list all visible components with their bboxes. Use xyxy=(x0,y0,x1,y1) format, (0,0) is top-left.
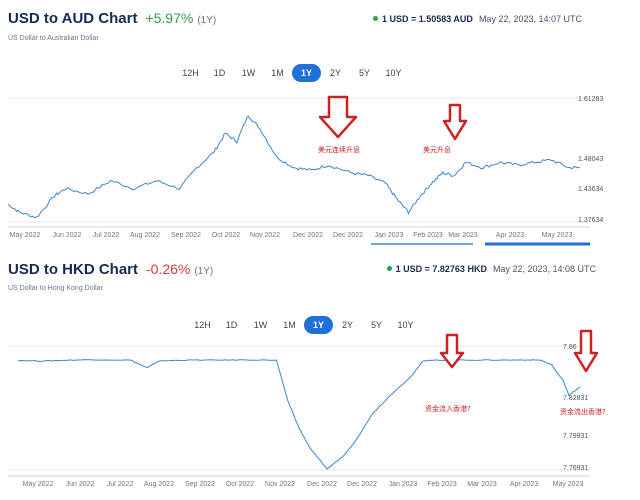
x-axis-labels: May 2022 Jun 2022 Jul 2022 Aug 2022 Sep 2022… xyxy=(10,232,573,239)
change-percent: +5.97% xyxy=(145,10,194,26)
x-tick-label: Oct 2022 xyxy=(212,232,241,239)
annotation-note-2: 美元升息 xyxy=(423,145,451,154)
y-tick-label: 7.86 xyxy=(563,344,577,351)
x-tick-label: Sep 2022 xyxy=(185,481,215,488)
down-arrow-icon xyxy=(573,329,599,373)
x-tick-label: May 2022 xyxy=(23,481,54,488)
x-tick-label: Mar 2023 xyxy=(467,481,497,488)
down-arrow-icon xyxy=(442,103,468,141)
usd-aud-chart: 1.61283 1.48043 1.43634 1.37634 May 2022 Jun… xyxy=(7,95,603,246)
current-rate: 1 USD = 7.82763 HKD May 22, 2023, 14:08 U… xyxy=(386,264,596,274)
annotation-note-2: 资金流出香港? xyxy=(560,407,606,416)
x-tick-label: Aug 2022 xyxy=(130,232,160,239)
x-tick-label: Jun 2022 xyxy=(66,481,95,488)
tab-1w[interactable]: 1W xyxy=(253,320,268,330)
tab-5y[interactable]: 5Y xyxy=(370,320,382,330)
change-percent: -0.26% xyxy=(146,261,191,277)
x-tick-label: Aug 2022 xyxy=(144,481,174,488)
y-axis-labels: 7.86 7.82831 7.79931 7.76931 xyxy=(563,344,588,472)
tab-12h[interactable]: 12H xyxy=(194,320,211,330)
annotation-note-1: 资金流入香港? xyxy=(425,404,471,413)
chart-title: USD to AUD Chart xyxy=(8,10,138,27)
x-tick-label: Dec 2022 xyxy=(307,481,337,488)
y-tick-label: 1.48043 xyxy=(578,156,603,163)
rate-timestamp: May 22, 2023, 14:07 UTC xyxy=(478,14,582,24)
series-line-usd-aud xyxy=(7,115,580,219)
y-tick-label: 7.82831 xyxy=(563,395,588,402)
tab-10y[interactable]: 10Y xyxy=(385,68,402,78)
tab-2y[interactable]: 2Y xyxy=(329,68,341,78)
down-arrow-icon xyxy=(318,95,358,139)
tab-1m[interactable]: 1M xyxy=(283,320,296,330)
x-tick-label: Jan 2023 xyxy=(375,232,404,239)
x-tick-label: Jul 2022 xyxy=(107,481,134,488)
rate-value: 1 USD = 1.50583 AUD xyxy=(381,14,473,24)
y-tick-label: 1.43634 xyxy=(578,186,603,193)
tab-5y[interactable]: 5Y xyxy=(358,68,370,78)
x-axis-labels: May 2022 Jun 2022 Jul 2022 Aug 2022 Sep 2022… xyxy=(23,481,584,488)
live-dot-icon xyxy=(372,16,378,21)
x-tick-label: Jun 2022 xyxy=(53,232,82,239)
series-line-usd-hkd xyxy=(17,359,581,470)
y-tick-label: 7.76931 xyxy=(563,465,588,472)
down-arrow-icon xyxy=(439,333,465,369)
x-tick-label: May 2022 xyxy=(10,232,41,239)
x-tick-label: Dec 2022 xyxy=(293,232,323,239)
current-rate: 1 USD = 1.50583 AUD May 22, 2023, 14:07 U… xyxy=(372,14,582,24)
annotation-note-1: 美元连续升息 xyxy=(318,145,360,154)
chart-title: USD to HKD Chart xyxy=(8,261,138,278)
y-tick-label: 1.37634 xyxy=(578,217,603,224)
x-tick-label: Mar 2023 xyxy=(448,232,478,239)
change-period: (1Y) xyxy=(194,266,214,277)
usd-hkd-chart: 7.86 7.82831 7.79931 7.76931 May 2022 Jun 20… xyxy=(8,329,606,488)
tab-2y[interactable]: 2Y xyxy=(341,320,353,330)
usd-aud-panel: 1.61283 1.48043 1.43634 1.37634 May 2022 Jun… xyxy=(7,10,603,246)
x-tick-label: Dec 2022 xyxy=(347,481,377,488)
x-tick-label: Feb 2023 xyxy=(413,232,443,239)
x-tick-label: May 2023 xyxy=(553,481,584,488)
x-tick-label: Jan 2023 xyxy=(389,481,418,488)
tab-10y[interactable]: 10Y xyxy=(397,320,414,330)
x-tick-label: Sep 2022 xyxy=(171,232,201,239)
rate-value: 1 USD = 7.82763 HKD xyxy=(395,264,487,274)
y-axis-labels: 1.61283 1.48043 1.43634 1.37634 xyxy=(578,96,603,224)
tab-1w[interactable]: 1W xyxy=(241,68,256,78)
x-tick-label: Nov 2022 xyxy=(250,232,280,239)
range-tabs: 12H 1D 1W 1M 1Y 2Y 5Y 10Y xyxy=(176,64,408,82)
tab-1d[interactable]: 1D xyxy=(213,68,226,78)
title-row: USD to HKD Chart -0.26% (1Y) xyxy=(8,261,213,278)
chart-subtitle: US Dollar to Australian Dollar xyxy=(8,35,99,42)
live-dot-icon xyxy=(386,266,392,271)
tab-12h[interactable]: 12H xyxy=(182,68,199,78)
x-tick-label: May 2023 xyxy=(542,232,573,239)
x-tick-label: Oct 2022 xyxy=(226,481,255,488)
rate-timestamp: May 22, 2023, 14:08 UTC xyxy=(492,264,596,274)
x-tick-label: Apr 2023 xyxy=(496,232,525,239)
x-tick-label: Feb 2023 xyxy=(427,481,457,488)
y-tick-label: 1.61283 xyxy=(578,96,603,103)
tab-1y[interactable]: 1Y xyxy=(292,64,321,82)
tab-1y[interactable]: 1Y xyxy=(304,316,333,334)
title-row: USD to AUD Chart +5.97% (1Y) xyxy=(8,10,216,27)
range-tabs: 12H 1D 1W 1M 1Y 2Y 5Y 10Y xyxy=(188,316,420,334)
tab-1m[interactable]: 1M xyxy=(271,68,284,78)
x-tick-label: Dec 2022 xyxy=(333,232,363,239)
x-tick-label: Nov 2022 xyxy=(265,481,295,488)
y-tick-label: 7.79931 xyxy=(563,433,588,440)
tab-1d[interactable]: 1D xyxy=(225,320,238,330)
x-tick-label: Jul 2022 xyxy=(93,232,120,239)
x-tick-label: Apr 2023 xyxy=(510,481,539,488)
usd-hkd-panel: 7.86 7.82831 7.79931 7.76931 May 2022 Jun 20… xyxy=(0,252,640,500)
change-period: (1Y) xyxy=(197,15,217,26)
chart-subtitle: US Dollar to Hong Kong Dollar xyxy=(8,285,103,292)
